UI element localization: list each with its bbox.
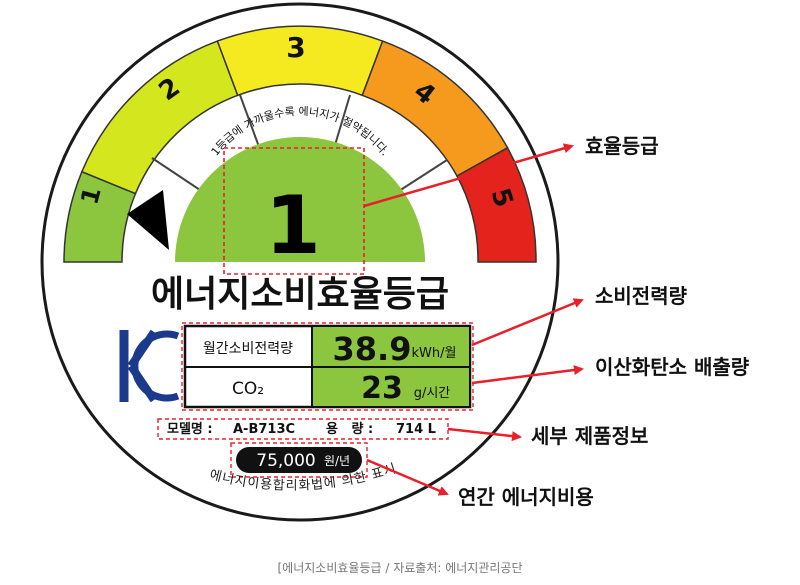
label-title: 에너지소비효율등급 [151, 274, 449, 315]
model-label: 모델명 : [167, 421, 213, 437]
grade-5-segment [455, 146, 537, 263]
callout-arrow-details [447, 427, 522, 442]
callout-arrow-grade [363, 143, 574, 208]
callout-label-grade: 효율등급 [585, 134, 659, 158]
grade-1-number: 1 [75, 184, 106, 207]
inner-grade-dome [175, 137, 425, 262]
callout-arrow-co2 [471, 365, 584, 385]
capacity-label: 용 량 : [326, 421, 373, 437]
row-co2-value: 23 [361, 371, 403, 406]
callout-label-co2: 이산화탄소 배출량 [595, 355, 750, 379]
model-value: A-B713C [233, 422, 295, 437]
current-grade-number: 1 [265, 179, 321, 272]
annual-cost-highlight-box [230, 442, 368, 478]
annual-cost-pill [236, 447, 362, 473]
grade-highlight-box [223, 147, 365, 275]
row-co2-label: CO₂ [232, 379, 264, 399]
callout-label-annual: 연간 에너지비용 [458, 485, 594, 509]
value-cell-co2 [312, 368, 469, 406]
figure-caption: [에너지소비효율등급 / 자료출처: 에너지관리공단 [277, 561, 522, 575]
details-highlight-box [157, 418, 449, 440]
grade-3-number: 3 [286, 31, 305, 64]
row-co2-unit: g/시간 [414, 386, 451, 401]
annual-cost-unit: 원/년 [324, 454, 350, 468]
annual-cost-value: 75,000 [256, 451, 315, 471]
kc-certification-logo [119, 329, 180, 403]
value-cell-power [312, 327, 469, 366]
grade-pointer-icon [127, 190, 169, 250]
callout-label-details: 세부 제품정보 [531, 424, 648, 448]
callout-label-power: 소비전력량 [595, 284, 688, 308]
callout-arrow-annual [366, 458, 449, 496]
capacity-value: 714 L [396, 422, 436, 437]
row-power-label: 월간소비전력량 [203, 341, 293, 357]
row-power-value: 38.9 [333, 330, 412, 368]
callout-arrow-power [471, 298, 584, 347]
row-power-unit: kWh/월 [412, 346, 457, 361]
